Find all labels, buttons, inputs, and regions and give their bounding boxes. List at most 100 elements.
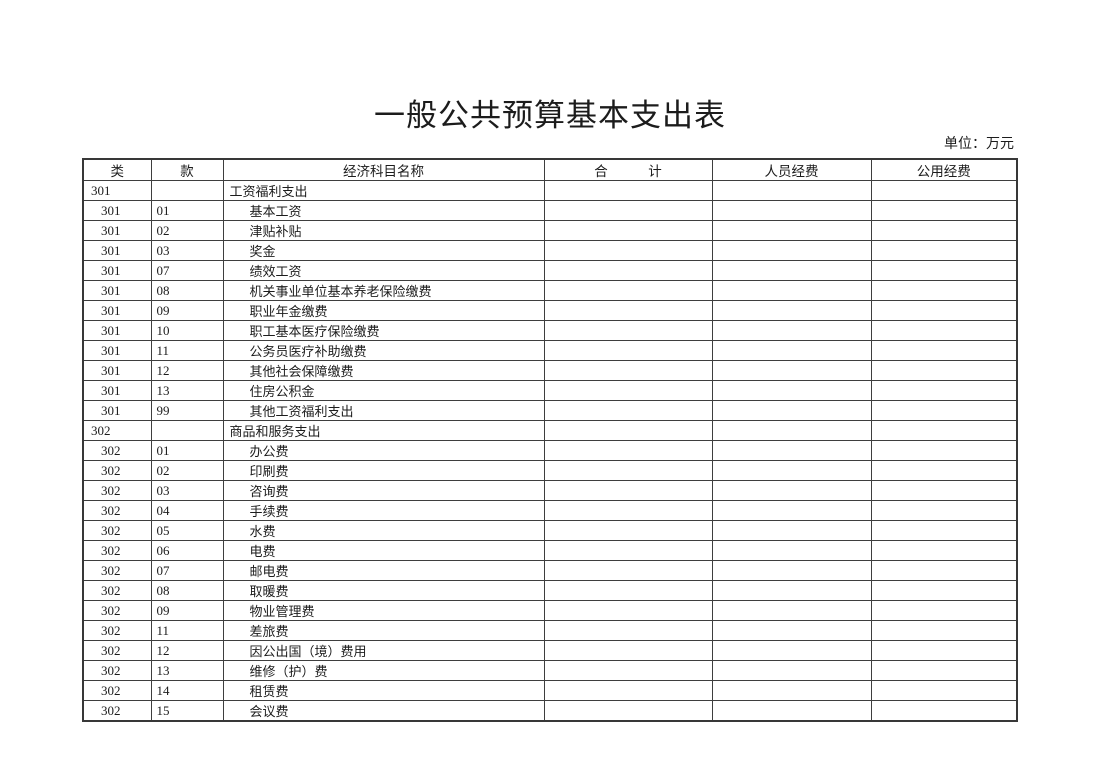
cell-public	[870, 180, 1018, 201]
cell-public	[870, 320, 1018, 341]
cell-item: 02	[150, 220, 224, 241]
cell-total	[543, 640, 713, 661]
cell-item: 09	[150, 300, 224, 321]
cell-personnel	[711, 660, 872, 681]
table-row: 302 12 因公出国（境）费用	[82, 640, 1018, 661]
cell-total	[543, 300, 713, 321]
cell-public	[870, 680, 1018, 701]
cell-category: 302	[82, 520, 152, 541]
table-row: 302 08 取暖费	[82, 580, 1018, 601]
cell-category: 302	[82, 660, 152, 681]
cell-item: 04	[150, 500, 224, 521]
cell-personnel	[711, 400, 872, 421]
cell-personnel	[711, 420, 872, 441]
cell-personnel	[711, 240, 872, 261]
cell-subject: 取暖费	[222, 580, 545, 601]
table-row: 301 01 基本工资	[82, 200, 1018, 221]
cell-subject: 会议费	[222, 700, 545, 722]
table-row: 302 07 邮电费	[82, 560, 1018, 581]
cell-category: 302	[82, 560, 152, 581]
cell-subject: 电费	[222, 540, 545, 561]
cell-category: 301	[82, 240, 152, 261]
cell-public	[870, 420, 1018, 441]
cell-public	[870, 340, 1018, 361]
cell-item: 08	[150, 580, 224, 601]
cell-item: 99	[150, 400, 224, 421]
table-row: 302 03 咨询费	[82, 480, 1018, 501]
cell-public	[870, 580, 1018, 601]
cell-personnel	[711, 700, 872, 722]
table-row: 302 15 会议费	[82, 700, 1018, 722]
cell-item: 01	[150, 200, 224, 221]
cell-personnel	[711, 360, 872, 381]
table-row: 302 13 维修（护）费	[82, 660, 1018, 681]
table-row: 302 商品和服务支出	[82, 420, 1018, 441]
document-title: 一般公共预算基本支出表	[374, 98, 726, 133]
cell-item: 03	[150, 240, 224, 261]
table-row: 302 06 电费	[82, 540, 1018, 561]
cell-total	[543, 580, 713, 601]
cell-public	[870, 280, 1018, 301]
cell-subject: 因公出国（境）费用	[222, 640, 545, 661]
cell-category: 302	[82, 620, 152, 641]
cell-subject: 住房公积金	[222, 380, 545, 401]
cell-subject: 职工基本医疗保险缴费	[222, 320, 545, 341]
cell-public	[870, 700, 1018, 722]
cell-public	[870, 620, 1018, 641]
cell-personnel	[711, 380, 872, 401]
column-header-category: 类	[82, 158, 152, 181]
cell-personnel	[711, 520, 872, 541]
column-header-public: 公用经费	[870, 158, 1018, 181]
cell-personnel	[711, 440, 872, 461]
cell-total	[543, 660, 713, 681]
cell-total	[543, 260, 713, 281]
table-row: 302 02 印刷费	[82, 460, 1018, 481]
cell-category: 301	[82, 180, 152, 201]
budget-table: 类 款 经济科目名称 合 计 人员经费 公用经费 301 工资福利支出 301 01 基…	[82, 158, 1018, 722]
cell-personnel	[711, 560, 872, 581]
cell-item: 13	[150, 380, 224, 401]
cell-subject: 印刷费	[222, 460, 545, 481]
cell-item: 12	[150, 360, 224, 381]
cell-item: 14	[150, 680, 224, 701]
header-row: 类 款 经济科目名称 合 计 人员经费 公用经费	[82, 158, 1018, 181]
cell-personnel	[711, 180, 872, 201]
cell-subject: 维修（护）费	[222, 660, 545, 681]
table-row: 301 13 住房公积金	[82, 380, 1018, 401]
cell-total	[543, 220, 713, 241]
cell-item: 11	[150, 340, 224, 361]
cell-total	[543, 340, 713, 361]
cell-personnel	[711, 220, 872, 241]
cell-subject: 其他工资福利支出	[222, 400, 545, 421]
cell-category: 302	[82, 420, 152, 441]
cell-total	[543, 600, 713, 621]
cell-item: 15	[150, 700, 224, 722]
table-row: 302 11 差旅费	[82, 620, 1018, 641]
cell-personnel	[711, 580, 872, 601]
cell-item	[150, 420, 224, 441]
cell-category: 301	[82, 280, 152, 301]
cell-personnel	[711, 680, 872, 701]
cell-category: 302	[82, 700, 152, 722]
unit-label: 单位：万元	[944, 137, 1014, 152]
table-row: 301 08 机关事业单位基本养老保险缴费	[82, 280, 1018, 301]
cell-total	[543, 460, 713, 481]
cell-item: 01	[150, 440, 224, 461]
table-row: 301 工资福利支出	[82, 180, 1018, 201]
cell-public	[870, 260, 1018, 281]
table-row: 301 07 绩效工资	[82, 260, 1018, 281]
cell-item: 07	[150, 260, 224, 281]
cell-item: 02	[150, 460, 224, 481]
cell-category: 302	[82, 580, 152, 601]
cell-public	[870, 200, 1018, 221]
cell-personnel	[711, 540, 872, 561]
cell-item: 07	[150, 560, 224, 581]
cell-total	[543, 320, 713, 341]
table-row: 301 11 公务员医疗补助缴费	[82, 340, 1018, 361]
cell-item: 12	[150, 640, 224, 661]
cell-personnel	[711, 200, 872, 221]
cell-public	[870, 360, 1018, 381]
table-row: 302 14 租赁费	[82, 680, 1018, 701]
cell-subject: 办公费	[222, 440, 545, 461]
